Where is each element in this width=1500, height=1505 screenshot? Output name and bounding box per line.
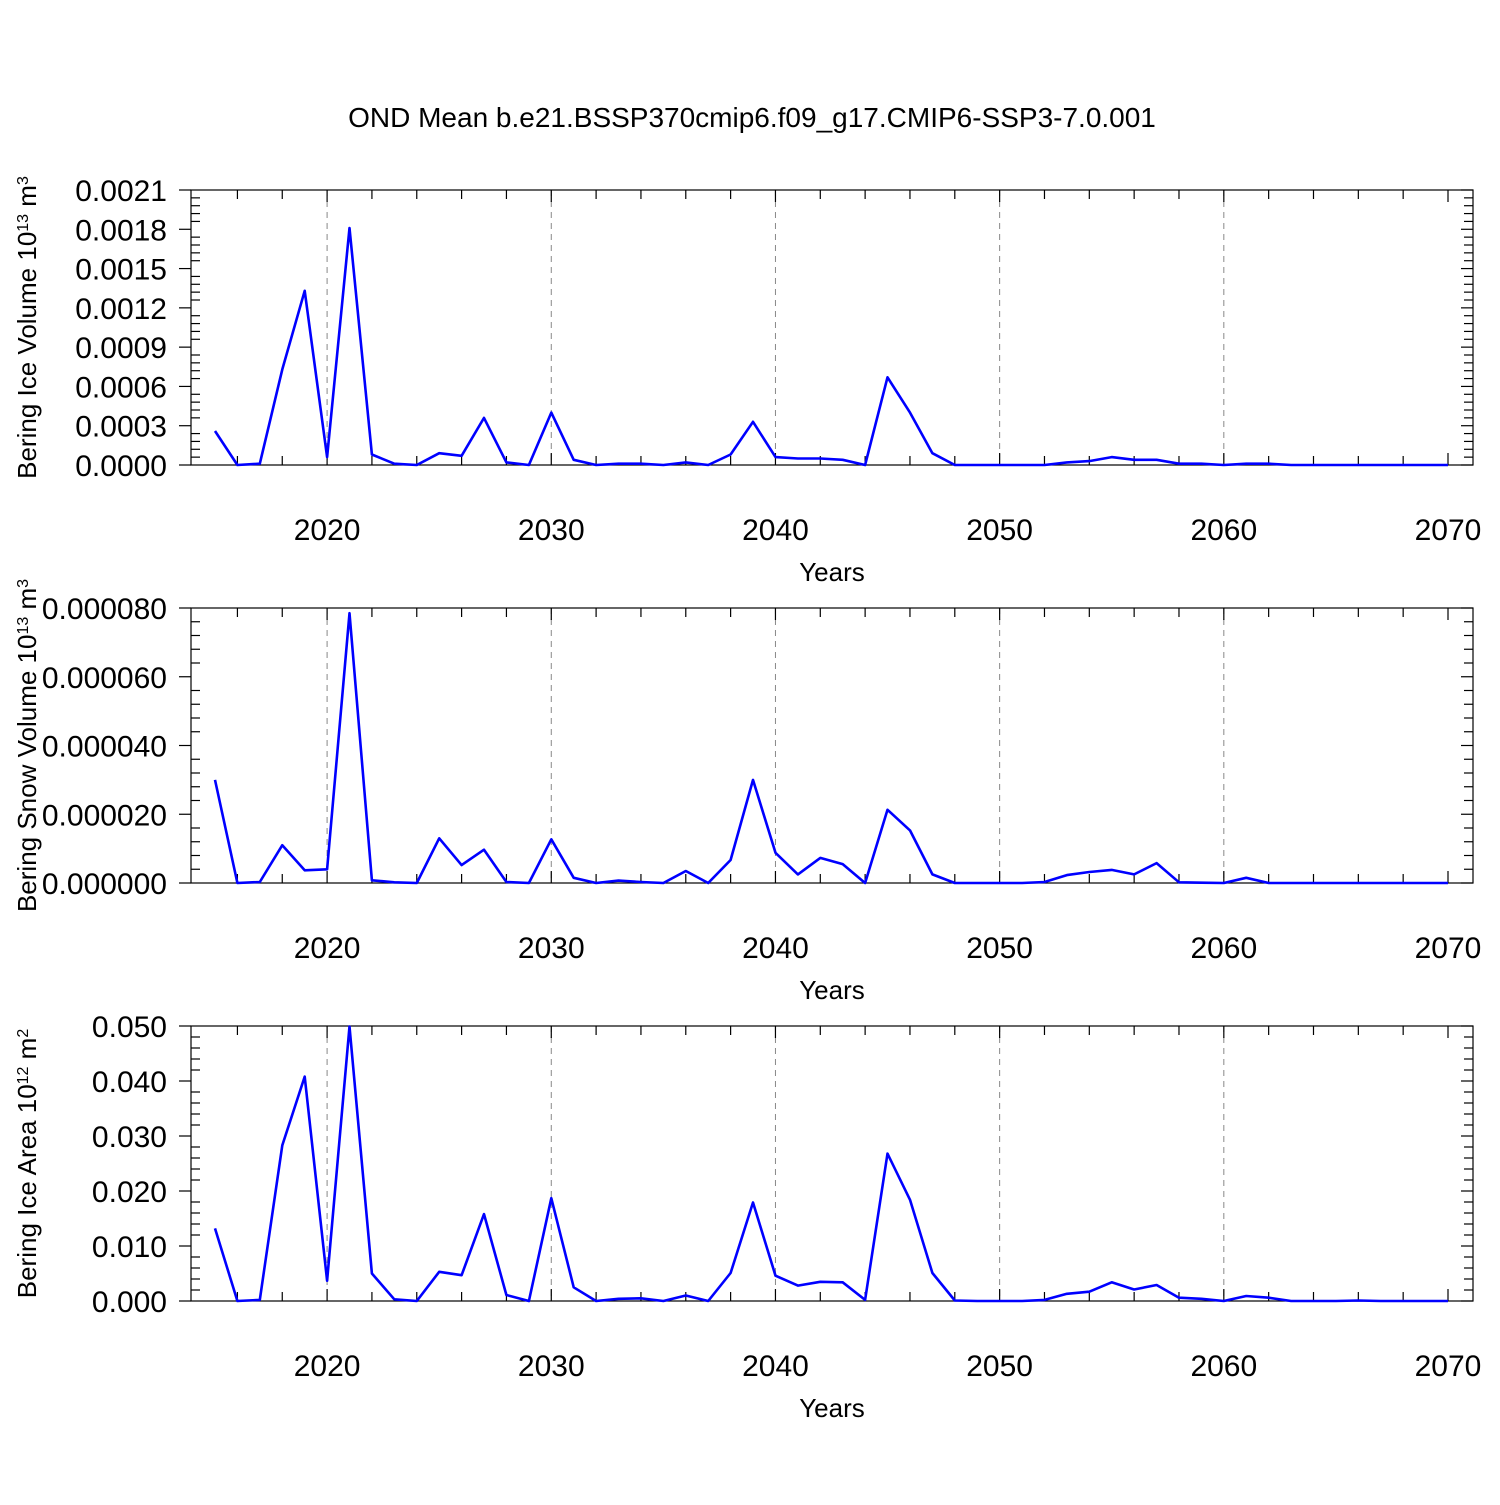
series-line [213, 611, 1448, 885]
y-tick-label: 0.030 [92, 1121, 167, 1154]
y-tick-label: 0.0015 [75, 254, 167, 287]
series-line [213, 226, 1448, 467]
plot-frame [190, 607, 1474, 884]
y-tick-label: 0.000020 [42, 799, 167, 832]
y-tick-label: 0.0021 [75, 175, 167, 208]
x-tick-label: 2070 [1415, 1350, 1482, 1383]
x-tick-label: 2050 [966, 932, 1033, 965]
x-axis-label: Years [799, 557, 865, 587]
y-axis-label: Bering Ice Volume 1013 m3 [12, 176, 42, 479]
x-tick-label: 2020 [294, 932, 361, 965]
y-tick-label: 0.000000 [42, 868, 167, 901]
x-tick-label: 2070 [1415, 932, 1482, 965]
y-tick-label: 0.000060 [42, 662, 167, 695]
x-tick-label: 2040 [742, 1350, 809, 1383]
series-line [213, 1025, 1448, 1303]
x-tick-label: 2070 [1415, 514, 1482, 547]
y-tick-label: 0.000040 [42, 731, 167, 764]
y-tick-label: 0.040 [92, 1066, 167, 1099]
x-tick-label: 2050 [966, 1350, 1033, 1383]
y-tick-label: 0.050 [92, 1011, 167, 1044]
x-axis-label: Years [799, 975, 865, 1005]
x-axis-label: Years [799, 1393, 865, 1423]
y-tick-label: 0.0006 [75, 371, 167, 404]
y-tick-label: 0.0012 [75, 293, 167, 326]
x-tick-label: 2030 [518, 1350, 585, 1383]
x-tick-label: 2020 [294, 1350, 361, 1383]
x-tick-label: 2040 [742, 514, 809, 547]
panel-3: 2020 2030 2040 2050 2060 2070 Years 0.000 0.010 0… [12, 1011, 1481, 1423]
y-tick-label: 0.0003 [75, 411, 167, 444]
y-axis-label: Bering Ice Area 1012 m2 [12, 1029, 42, 1299]
plot-frame [190, 189, 1474, 466]
x-tick-label: 2030 [518, 514, 585, 547]
plot-frame [190, 1025, 1474, 1302]
y-tick-label: 0.000 [92, 1286, 167, 1319]
y-tick-label: 0.020 [92, 1176, 167, 1209]
y-tick-label: 0.0000 [75, 450, 167, 483]
figure-title: OND Mean b.e21.BSSP370cmip6.f09_g17.CMIP… [348, 102, 1156, 133]
x-tick-label: 2040 [742, 932, 809, 965]
x-tick-label: 2060 [1190, 1350, 1257, 1383]
x-tick-label: 2060 [1190, 932, 1257, 965]
y-tick-label: 0.010 [92, 1231, 167, 1264]
panel-2: 2020 2030 2040 2050 2060 2070 Years 0.000000 0.0… [12, 579, 1481, 1005]
x-tick-label: 2030 [518, 932, 585, 965]
x-tick-label: 2020 [294, 514, 361, 547]
x-tick-label: 2060 [1190, 514, 1257, 547]
y-tick-label: 0.000080 [42, 593, 167, 626]
y-tick-label: 0.0009 [75, 332, 167, 365]
y-tick-label: 0.0018 [75, 214, 167, 247]
y-axis-label: Bering Snow Volume 1013 m3 [12, 579, 42, 912]
x-tick-label: 2050 [966, 514, 1033, 547]
panel-1: 2020 2030 2040 2050 2060 2070 Years 0.0000 0.000… [12, 175, 1481, 587]
